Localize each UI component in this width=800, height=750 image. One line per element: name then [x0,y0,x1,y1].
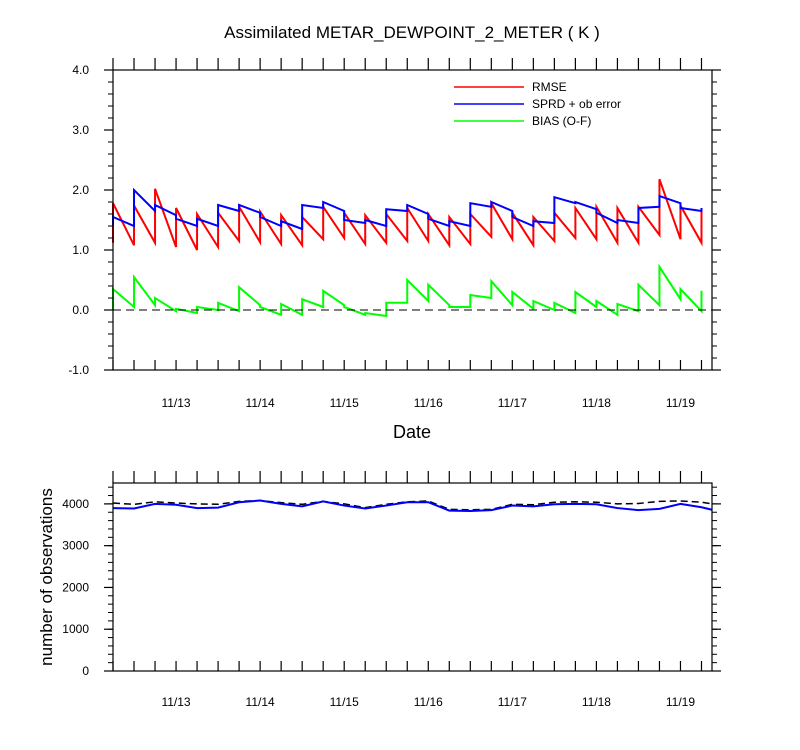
bottom-x-tick-label: 11/19 [666,695,695,709]
top-x-tick-label: 11/17 [498,396,527,410]
top-panel: Assimilated METAR_DEWPOINT_2_METER ( K )… [68,23,721,442]
series-line-sprd-ob-error [112,187,703,231]
bottom-y-tick-label: 2000 [62,580,89,594]
bottom-x-tick-label: 11/17 [498,695,527,709]
top-legend: RMSE SPRD + ob error BIAS (O-F) [454,80,621,128]
observations-dashed-line [112,499,713,511]
top-y-tick-label: -1.0 [68,363,89,377]
bottom-y-tick-label: 1000 [62,622,89,636]
bottom-x-tick-label: 11/14 [246,695,275,709]
top-y-tick-label: 1.0 [72,243,89,257]
top-plot-frame [112,69,713,371]
legend-label-bias-o-f: BIAS (O-F) [532,114,591,128]
legend-label-sprd-ob-error: SPRD + ob error [532,97,621,111]
bottom-x-tick-label: 11/18 [582,695,611,709]
bottom-y-axis-label: number of observations [37,488,56,666]
top-y-tick-label: 2.0 [72,183,89,197]
bottom-panel: 11/13 11/14 11/15 11/16 11/17 11/18 11/19 0 1000… [37,471,721,709]
top-x-tick-label: 11/13 [161,396,190,410]
top-axis-ticks: 11/13 11/14 11/15 11/16 11/17 11/18 11/19 -1.0 0… [68,58,721,410]
top-y-tick-label: 0.0 [72,303,89,317]
top-chart-title: Assimilated METAR_DEWPOINT_2_METER ( K ) [224,23,600,42]
bottom-plot-frame [112,482,713,672]
top-x-tick-label: 11/16 [414,396,443,410]
bottom-y-tick-label: 3000 [62,539,89,553]
series-line-bias-o-f [112,263,703,318]
top-x-tick-label: 11/19 [666,396,695,410]
top-x-tick-label: 11/14 [246,396,275,410]
bottom-x-tick-label: 11/15 [330,695,359,709]
series-line-rmse [112,178,703,251]
observations-solid-line [112,499,713,512]
top-x-axis-label: Date [393,422,431,442]
bottom-series-group [112,499,713,512]
top-x-tick-label: 11/18 [582,396,611,410]
top-x-tick-label: 11/15 [330,396,359,410]
top-y-tick-label: 3.0 [72,123,89,137]
bottom-x-tick-label: 11/13 [161,695,190,709]
top-series-group [112,178,703,318]
top-y-tick-label: 4.0 [72,63,89,77]
bottom-y-tick-label: 0 [82,664,89,678]
bottom-x-tick-label: 11/16 [414,695,443,709]
bottom-axis-ticks: 11/13 11/14 11/15 11/16 11/17 11/18 11/19 0 1000… [62,471,721,709]
legend-label-rmse: RMSE [532,80,567,94]
bottom-y-tick-label: 4000 [62,497,89,511]
